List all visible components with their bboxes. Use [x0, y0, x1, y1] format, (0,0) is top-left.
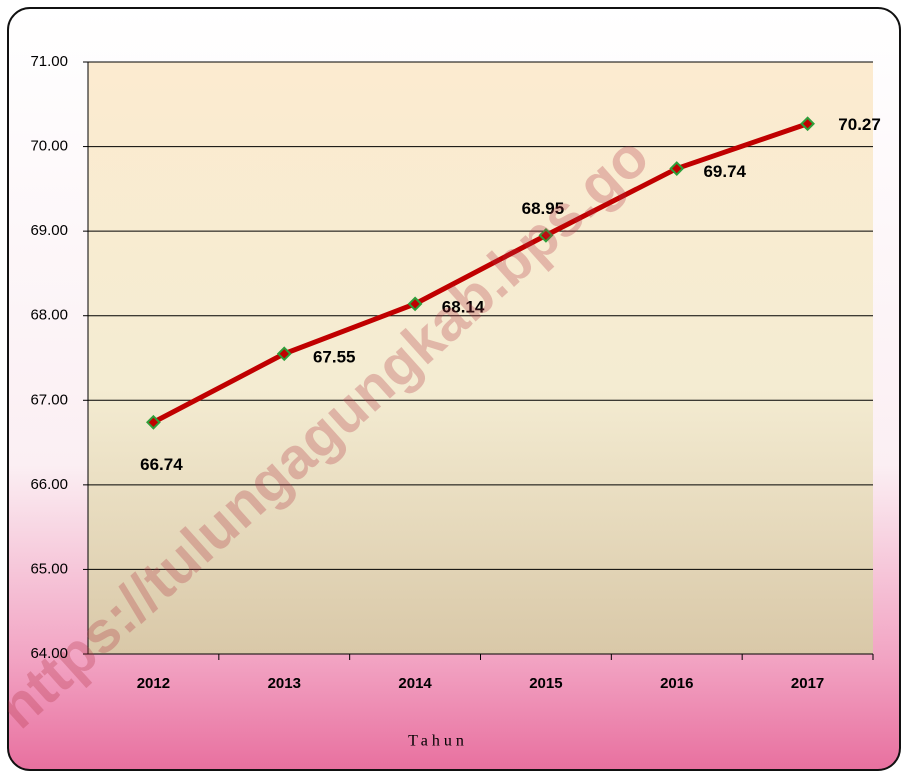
value-label: 67.55	[313, 347, 356, 366]
value-label: 69.74	[703, 162, 746, 181]
y-tick-label: 67.00	[30, 391, 68, 408]
y-tick-label: 68.00	[30, 307, 68, 324]
x-tick-label: 2013	[268, 675, 301, 692]
x-tick-label: 2014	[398, 675, 432, 692]
x-tick-label: 2015	[529, 675, 562, 692]
x-tick-label: 2012	[137, 675, 170, 692]
x-tick-label: 2016	[660, 675, 693, 692]
y-tick-label: 65.00	[30, 560, 68, 577]
y-tick-label: 69.00	[30, 222, 68, 239]
chart: 66.7467.5568.1468.9569.7470.27 Tahun htt…	[0, 0, 908, 778]
x-tick-label: 2017	[791, 675, 824, 692]
y-tick-label: 64.00	[30, 645, 68, 662]
x-axis-title: Tahun	[408, 733, 468, 750]
value-label: 70.27	[838, 115, 881, 134]
value-label: 66.74	[140, 455, 183, 474]
y-tick-label: 71.00	[30, 53, 68, 70]
y-tick-label: 70.00	[30, 138, 68, 155]
y-tick-label: 66.00	[30, 476, 68, 493]
